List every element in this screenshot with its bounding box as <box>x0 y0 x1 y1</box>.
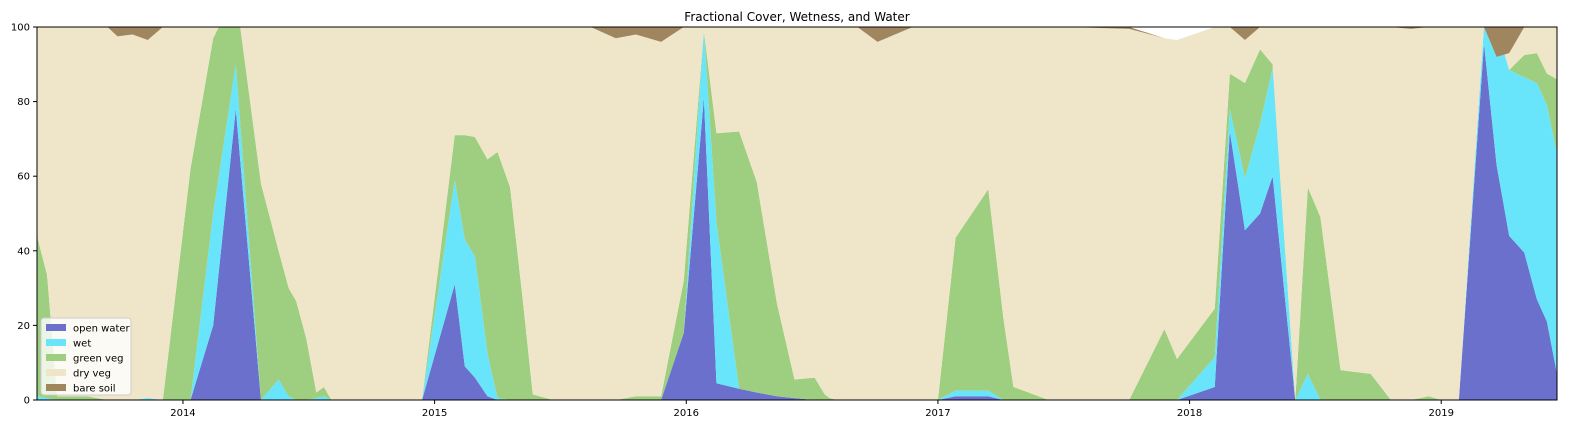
x-tick-label: 2017 <box>925 408 950 419</box>
legend: open water wet green veg dry veg bare soil <box>40 317 132 396</box>
legend-label-bare-soil: bare soil <box>73 384 116 395</box>
x-tick-label: 2015 <box>422 408 447 419</box>
area-wet <box>37 27 1557 400</box>
x-tick-label: 2018 <box>1177 408 1202 419</box>
y-tick-label: 40 <box>17 246 30 257</box>
plot-frame <box>36 26 1558 401</box>
y-tick-label: 80 <box>17 97 30 108</box>
y-tick-label: 60 <box>17 172 30 183</box>
area-green-veg <box>37 27 1557 400</box>
legend-swatch-bare-soil <box>46 384 66 391</box>
legend-swatch-open-water <box>46 324 66 331</box>
x-tick-label: 2014 <box>170 408 195 419</box>
legend-label-open-water: open water <box>73 324 131 335</box>
legend-swatch-dry-veg <box>46 369 66 376</box>
plot-area <box>37 27 1557 400</box>
x-tick-label: 2016 <box>674 408 699 419</box>
x-tick-label: 2019 <box>1429 408 1454 419</box>
axes: 0 20 40 60 80 100 2014 2015 2016 2017 2018 2019 <box>11 23 1558 419</box>
y-tick-label: 20 <box>17 321 30 332</box>
legend-label-dry-veg: dry veg <box>73 369 111 380</box>
legend-swatch-green-veg <box>46 354 66 361</box>
chart-title: Fractional Cover, Wetness, and Water <box>684 10 909 24</box>
y-tick-label: 100 <box>11 23 30 34</box>
area-open-water <box>37 43 1557 400</box>
legend-label-green-veg: green veg <box>73 354 123 365</box>
legend-label-wet: wet <box>73 339 91 350</box>
legend-swatch-wet <box>46 339 66 346</box>
area-dry-veg <box>37 27 1557 400</box>
y-tick-label: 0 <box>24 396 30 407</box>
